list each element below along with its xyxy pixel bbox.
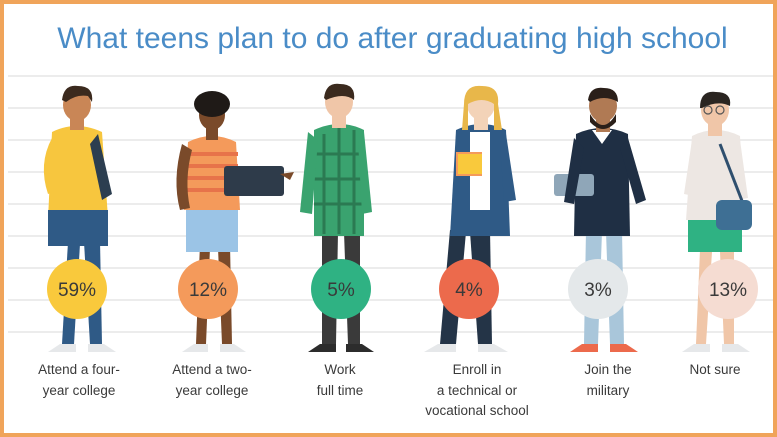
category-label-join-military: Join the military [543, 360, 673, 401]
value-label-work-full-time: 5% [327, 280, 355, 301]
value-bubble-not-sure [698, 259, 758, 319]
value-label-not-sure: 13% [709, 280, 747, 301]
gridlines [8, 75, 773, 333]
value-label-four-year-college: 59% [58, 280, 96, 301]
value-label-technical-school: 4% [455, 280, 483, 301]
girl-with-bag-illustration [682, 91, 752, 352]
chart-title: What teens plan to do after graduating h… [57, 22, 728, 55]
category-label-four-year-college: Attend a four- year college [14, 360, 144, 401]
value-bubble-four-year-college [47, 259, 107, 319]
label-line: year college [175, 382, 249, 398]
category-label-two-year-college: Attend a two- year college [147, 360, 277, 401]
label-line: Not sure [689, 362, 741, 377]
value-bubbles: 59% 12% 5% 4% 3% 13% [47, 259, 758, 319]
value-bubble-technical-school [439, 259, 499, 319]
value-bubble-two-year-college [178, 259, 238, 319]
value-label-two-year-college: 12% [189, 280, 227, 301]
value-bubble-work-full-time [311, 259, 371, 319]
label-line: military [586, 382, 630, 398]
value-bubble-join-military [568, 259, 628, 319]
category-label-not-sure: Not sure [650, 360, 773, 381]
value-label-join-military: 3% [584, 280, 612, 301]
chart-canvas: 59% 12% 5% 4% 3% 13% [8, 75, 773, 352]
label-line: Enroll in [452, 362, 502, 377]
label-line: Attend a two- [172, 362, 252, 377]
label-line: Join the [584, 362, 632, 377]
label-line: year college [42, 382, 116, 398]
label-line: vocational school [425, 403, 529, 418]
label-line: a technical or [436, 382, 518, 398]
category-label-technical-school: Enroll in a technical or vocational scho… [412, 360, 542, 422]
label-line: Attend a four- [38, 362, 120, 377]
chart-stage: 59% 12% 5% 4% 3% 13% What teens plan to do af… [4, 4, 773, 433]
label-line: Work [324, 362, 356, 377]
category-label-work-full-time: Work full time [275, 360, 405, 401]
label-line: full time [316, 382, 364, 398]
